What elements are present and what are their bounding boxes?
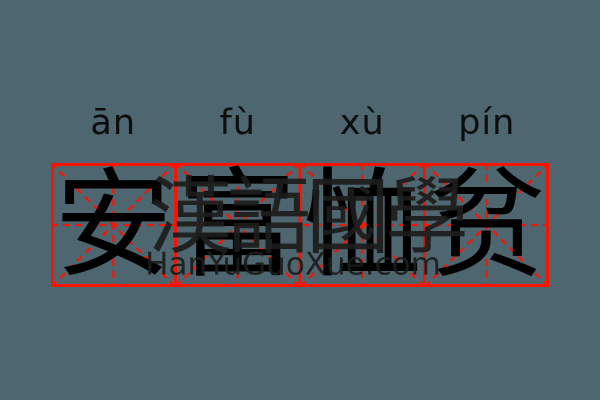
idiom-character-1: 安 <box>54 156 173 294</box>
idiom-character-3: 恤 <box>303 156 422 294</box>
pinyin-syllable-1: ān <box>90 103 137 143</box>
pinyin-syllable-2: fù <box>219 103 256 143</box>
watermark-site-text: HanYuGuoXue.com <box>145 246 441 283</box>
watermark-cjk-text: 漢語國學 <box>147 168 469 266</box>
pinyin-syllable-4: pín <box>458 103 516 143</box>
mizige-grid <box>51 163 549 287</box>
idiom-character-4: 贫 <box>427 156 546 294</box>
pinyin-syllable-3: xù <box>339 103 385 143</box>
grid-solid-lines <box>51 163 549 287</box>
idiom-character-2: 富 <box>178 156 297 294</box>
grid-dashed-lines <box>51 163 549 287</box>
